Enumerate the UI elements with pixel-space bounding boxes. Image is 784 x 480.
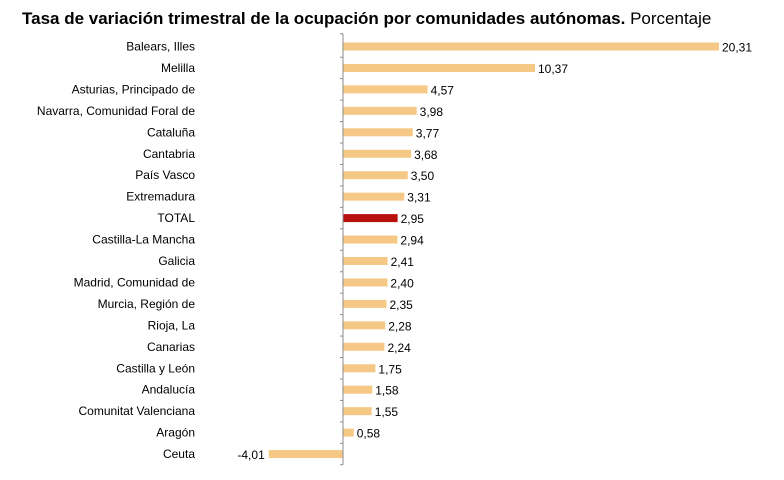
bar-pais-vasco [343,171,408,180]
bar-ceuta [268,450,343,459]
category-label-cataluna: Cataluña [147,125,195,139]
bar-cantabria [343,149,412,158]
bar-total [343,214,398,223]
chart-title: Tasa de variación trimestral de la ocupa… [22,8,711,30]
chart-title-subtitle: Porcentaje [630,9,712,28]
value-label-extremadura: 3,31 [407,191,431,205]
bar-murcia-region-de [343,299,387,308]
value-label-murcia-region-de: 2,35 [390,298,414,312]
category-label-asturias-principado-de: Asturias, Principado de [72,82,196,96]
value-label-asturias-principado-de: 4,57 [431,83,455,97]
value-label-ceuta: -4,01 [237,448,265,462]
value-label-canarias: 2,24 [387,341,411,355]
bar-comunitat-valenciana [343,407,372,416]
category-label-castilla-la-mancha: Castilla-La Mancha [92,233,195,247]
bar-balears-illes [343,42,719,51]
category-label-rioja-la: Rioja, La [148,318,196,332]
value-label-comunitat-valenciana: 1,55 [375,405,399,419]
value-label-galicia: 2,41 [391,255,415,269]
category-label-castilla-y-leon: Castilla y León [116,361,195,375]
category-label-andalucia: Andalucía [142,383,196,397]
bar-navarra-comunidad-foral-de [343,106,417,115]
value-label-castilla-y-leon: 1,75 [378,362,402,376]
bar-extremadura [343,192,405,201]
category-label-canarias: Canarias [147,340,195,354]
value-label-cataluna: 3,77 [416,126,440,140]
category-label-madrid-comunidad-de: Madrid, Comunidad de [74,275,196,289]
value-label-total: 2,95 [401,212,425,226]
value-label-navarra-comunidad-foral-de: 3,98 [420,105,444,119]
category-label-cantabria: Cantabria [143,147,195,161]
value-label-cantabria: 3,68 [414,148,438,162]
bar-castilla-la-mancha [343,235,398,244]
category-label-total: TOTAL [157,211,195,225]
bar-rioja-la [343,321,386,330]
category-label-ceuta: Ceuta [163,447,195,461]
bar-asturias-principado-de [343,85,428,94]
category-label-balears-illes: Balears, Illes [126,40,195,54]
bar-andalucia [343,385,373,394]
bar-aragon [343,428,354,437]
value-label-andalucia: 1,58 [375,384,399,398]
value-label-pais-vasco: 3,50 [411,169,435,183]
bar-madrid-comunidad-de [343,278,388,287]
value-label-rioja-la: 2,28 [388,319,412,333]
bar-melilla [343,63,535,72]
bar-cataluna [343,128,413,137]
bar-galicia [343,257,388,265]
chart-title-main: Tasa de variación trimestral de la ocupa… [22,9,626,28]
category-label-pais-vasco: País Vasco [135,168,195,182]
bar-castilla-y-leon [343,364,376,373]
bar-canarias [343,342,385,351]
category-label-comunitat-valenciana: Comunitat Valenciana [78,404,195,418]
value-label-castilla-la-mancha: 2,94 [400,234,424,248]
value-label-aragon: 0,58 [357,427,381,441]
value-label-madrid-comunidad-de: 2,40 [390,276,414,290]
category-label-murcia-region-de: Murcia, Región de [98,297,196,311]
value-label-melilla: 10,37 [538,62,568,76]
category-label-extremadura: Extremadura [126,190,195,204]
category-label-aragon: Aragón [156,426,195,440]
value-label-balears-illes: 20,31 [722,41,752,55]
category-label-galicia: Galicia [158,254,195,268]
category-label-melilla: Melilla [161,61,195,75]
category-label-navarra-comunidad-foral-de: Navarra, Comunidad Foral de [37,104,195,118]
